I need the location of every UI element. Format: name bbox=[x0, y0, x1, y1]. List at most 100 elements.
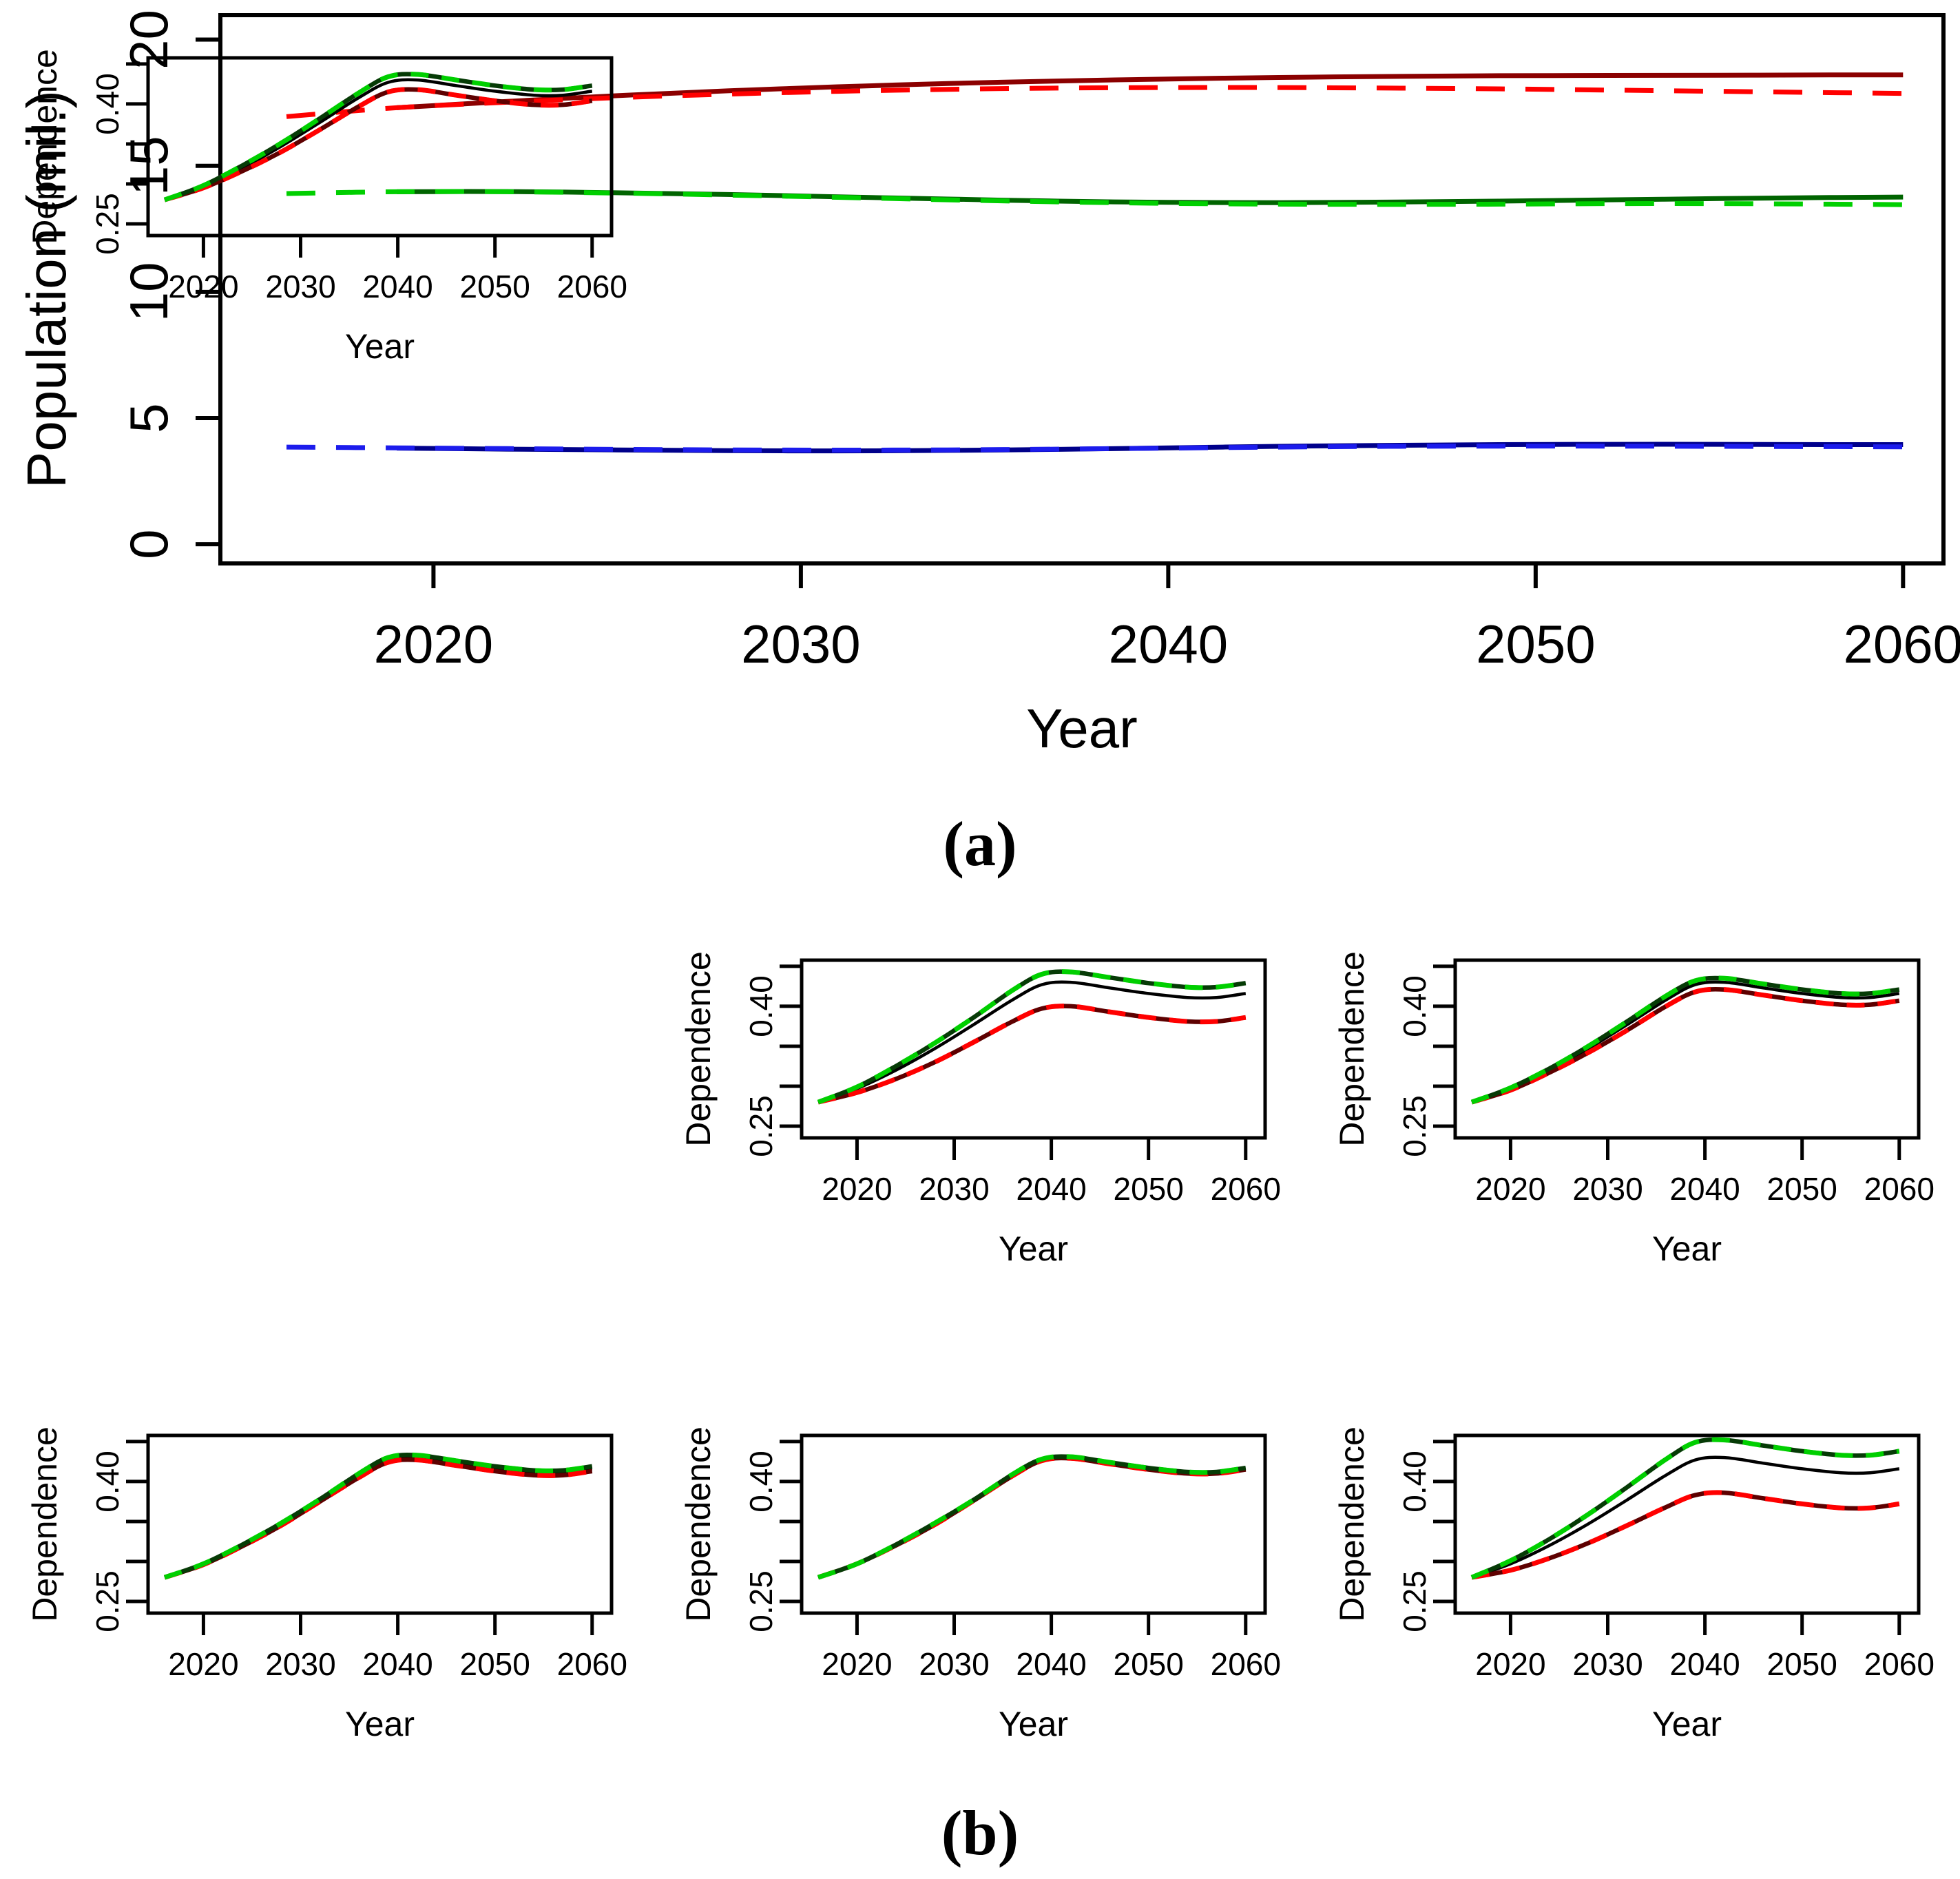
plot-box bbox=[800, 1433, 1267, 1615]
x-tick-label: 2040 bbox=[1669, 1646, 1740, 1682]
y-tick-label: 0.40 bbox=[743, 1451, 779, 1513]
x-tick-label: 2030 bbox=[919, 1646, 989, 1682]
y-tick-label: 0.25 bbox=[743, 1095, 779, 1157]
x-axis-title: Year bbox=[999, 1229, 1068, 1268]
y-tick-label: 10 bbox=[118, 262, 179, 322]
x-tick-label: 2020 bbox=[1475, 1646, 1545, 1682]
x-axis-title: Year bbox=[345, 1705, 415, 1743]
x-tick-label: 2050 bbox=[460, 269, 530, 304]
series-red-dashed-underlay bbox=[817, 1455, 1247, 1580]
y-tick-label: 0.40 bbox=[1397, 1451, 1432, 1513]
x-tick-label: 2060 bbox=[1844, 614, 1960, 674]
y-tick-label: 0.25 bbox=[1397, 1570, 1432, 1632]
y-tick-label: 0.25 bbox=[743, 1570, 779, 1632]
y-axis-title: Dependence bbox=[25, 49, 64, 245]
y-tick-label: 0.25 bbox=[90, 193, 125, 255]
y-axis-title: Dependence bbox=[679, 951, 718, 1147]
y-axis-title: Dependence bbox=[1333, 1426, 1371, 1622]
series-red-dashed-underlay bbox=[1471, 986, 1900, 1105]
dependence-chart-top-right: 2020 2030 2040 2050 2060 0.25 0.40 Year Dependen… bbox=[1333, 951, 1935, 1268]
x-axis-title: Year bbox=[1652, 1705, 1722, 1743]
series-green-dashed bbox=[817, 1454, 1247, 1580]
series-red-dashed bbox=[286, 85, 1904, 119]
plot-box bbox=[146, 56, 614, 238]
series-red-dashed bbox=[163, 1457, 593, 1580]
x-tick-label: 2040 bbox=[1109, 614, 1229, 674]
y-axis-title: Dependence bbox=[679, 1426, 718, 1622]
x-tick-label: 2060 bbox=[557, 1646, 627, 1682]
x-axis-title: Year bbox=[1026, 698, 1138, 759]
series-red-dashed-underlay bbox=[817, 1004, 1247, 1105]
dependence-chart-top-middle: 2020 2030 2040 2050 2060 0.25 0.40 Year Dependen… bbox=[679, 951, 1281, 1268]
series-green-dashed bbox=[817, 969, 1247, 1105]
x-tick-label: 2060 bbox=[1211, 1646, 1281, 1682]
x-tick-label: 2030 bbox=[1572, 1171, 1643, 1207]
x-tick-label: 2030 bbox=[265, 269, 335, 304]
series-blue-dashed bbox=[286, 444, 1904, 453]
x-tick-label: 2020 bbox=[168, 269, 238, 304]
x-tick-label: 2060 bbox=[557, 269, 627, 304]
series-green-dashed bbox=[163, 1452, 593, 1580]
x-axis-title: Year bbox=[345, 327, 415, 366]
x-tick-label: 2030 bbox=[919, 1171, 989, 1207]
plot-box bbox=[800, 958, 1267, 1140]
series-red-dashed bbox=[1470, 986, 1900, 1105]
x-tick-label: 2020 bbox=[822, 1646, 892, 1682]
y-tick-label: 0.40 bbox=[90, 73, 125, 135]
y-tick-label: 0.40 bbox=[1397, 975, 1432, 1037]
series-green-dashed bbox=[163, 72, 593, 203]
x-tick-label: 2050 bbox=[460, 1646, 530, 1682]
x-tick-label: 2030 bbox=[741, 614, 861, 674]
x-tick-label: 2040 bbox=[1016, 1646, 1086, 1682]
x-axis-title: Year bbox=[999, 1705, 1068, 1743]
x-tick-label: 2020 bbox=[822, 1171, 892, 1207]
x-tick-label: 2060 bbox=[1211, 1171, 1281, 1207]
y-tick-label: 0.25 bbox=[1397, 1095, 1432, 1157]
series-red-dashed bbox=[817, 1004, 1247, 1105]
series-red-dashed bbox=[163, 87, 593, 203]
panel-a-label: (a) bbox=[943, 809, 1017, 879]
series-black-solid bbox=[1471, 1455, 1900, 1579]
x-tick-label: 2050 bbox=[1114, 1646, 1184, 1682]
series-red-dashed-underlay bbox=[164, 87, 593, 203]
y-axis-title: Population (mil.) bbox=[16, 90, 77, 488]
x-tick-label: 2040 bbox=[1669, 1171, 1740, 1207]
y-tick-label: 0.25 bbox=[90, 1570, 125, 1632]
y-axis-title: Dependence bbox=[25, 1426, 64, 1622]
x-tick-label: 2060 bbox=[1864, 1171, 1935, 1207]
plot-box bbox=[1453, 1433, 1921, 1615]
x-tick-label: 2050 bbox=[1476, 614, 1596, 674]
series-green-dashed bbox=[286, 189, 1904, 207]
series-black-solid bbox=[817, 980, 1247, 1104]
dependence-chart-bottom-right: 2020 2030 2040 2050 2060 0.25 0.40 Year Dependen… bbox=[1333, 1426, 1935, 1743]
x-tick-label: 2040 bbox=[1016, 1171, 1086, 1207]
series-red-dashed bbox=[1471, 1490, 1900, 1580]
plot-box bbox=[146, 1433, 614, 1615]
panel-b-label: (b) bbox=[941, 1798, 1019, 1868]
y-axis-title: Dependence bbox=[1333, 951, 1371, 1147]
dependence-chart-top-left: 2020 2030 2040 2050 2060 0.25 0.40 Year Dependen… bbox=[25, 49, 627, 366]
x-tick-label: 2040 bbox=[362, 1646, 432, 1682]
x-tick-label: 2040 bbox=[362, 269, 432, 304]
series-red-dashed bbox=[817, 1455, 1247, 1580]
series-green-dashed-underlay bbox=[163, 72, 593, 203]
dependence-chart-bottom-left: 2020 2030 2040 2050 2060 0.25 0.40 Year Dependen… bbox=[25, 1426, 627, 1743]
y-tick-label: 0.40 bbox=[90, 1451, 125, 1513]
x-tick-label: 2060 bbox=[1864, 1646, 1935, 1682]
y-tick-label: 5 bbox=[118, 403, 179, 433]
series-black-solid bbox=[1471, 980, 1900, 1104]
x-tick-label: 2030 bbox=[1572, 1646, 1643, 1682]
series-green-dashed bbox=[1470, 1437, 1900, 1580]
x-tick-label: 2050 bbox=[1114, 1171, 1184, 1207]
x-tick-label: 2020 bbox=[1475, 1171, 1545, 1207]
x-tick-label: 2050 bbox=[1767, 1646, 1837, 1682]
y-tick-label: 0 bbox=[118, 529, 179, 559]
series-red-dashed-underlay bbox=[164, 1457, 593, 1580]
y-tick-label: 0.40 bbox=[743, 975, 779, 1037]
dependence-chart-bottom-middle: 2020 2030 2040 2050 2060 0.25 0.40 Year Dependen… bbox=[679, 1426, 1281, 1743]
series-green-dashed bbox=[1470, 975, 1900, 1105]
x-tick-label: 2020 bbox=[374, 614, 494, 674]
x-tick-label: 2030 bbox=[265, 1646, 335, 1682]
x-tick-label: 2020 bbox=[168, 1646, 238, 1682]
